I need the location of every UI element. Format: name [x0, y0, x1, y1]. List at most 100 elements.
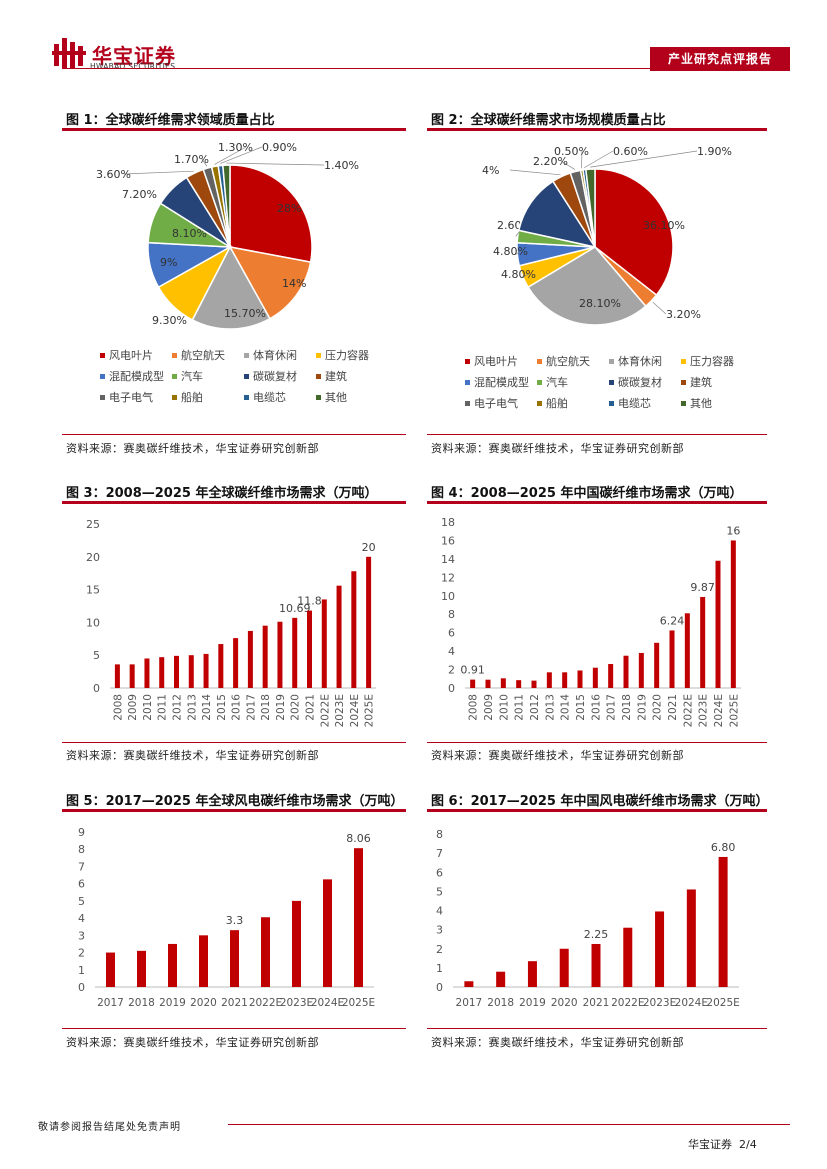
x-tick-label: 2021: [305, 694, 317, 721]
pie-data-label: 1.70%: [174, 153, 209, 166]
legend-swatch: [100, 395, 105, 400]
pie-data-label: 0.50%: [554, 145, 589, 158]
pie-data-label: 14%: [282, 277, 306, 290]
pie-data-label: 9.30%: [152, 314, 187, 327]
x-tick-label: 2008: [112, 694, 124, 721]
y-tick-label: 2: [448, 664, 455, 677]
leader-line: [590, 150, 698, 168]
divider: [62, 501, 406, 504]
bar: [159, 657, 165, 688]
footer-disclaimer: 敬请参阅报告结尾处免责声明: [38, 1122, 181, 1133]
pie-data-label: 1.30%: [218, 141, 253, 154]
source-note: 资料来源：赛奥碳纤维技术，华宝证券研究创新部: [431, 1036, 684, 1049]
divider: [62, 1028, 406, 1029]
y-tick-label: 20: [86, 551, 100, 564]
x-tick-label: 2023E: [698, 694, 710, 727]
pie-data-label: 4.80%: [501, 268, 536, 281]
x-tick-label: 2022E: [319, 694, 331, 727]
y-tick-label: 4: [78, 912, 85, 925]
legend-label: 压力容器: [325, 348, 369, 362]
legend-label: 碳碳复材: [253, 369, 297, 383]
pie-slice: [191, 245, 271, 330]
bar: [351, 571, 357, 688]
pie-data-label: 4.80%: [493, 245, 528, 258]
pie-data-label: 1.90%: [697, 145, 732, 158]
bar-data-label: 20: [362, 541, 376, 554]
legend-label: 航空航天: [181, 348, 225, 362]
x-tick-label: 2022E: [249, 997, 282, 1009]
x-tick-label: 2023E: [280, 997, 313, 1009]
x-tick-label: 2012: [172, 694, 184, 721]
x-tick-label: 2024E: [713, 694, 725, 727]
legend-swatch: [100, 374, 105, 379]
legend-label: 船舶: [546, 396, 568, 410]
pie-slice: [229, 164, 313, 263]
bar: [669, 630, 675, 688]
bar: [188, 655, 194, 688]
pie-slice: [221, 164, 231, 248]
legend-label: 混配模成型: [109, 369, 164, 383]
pie-data-label: 2.20%: [533, 155, 568, 168]
y-tick-label: 4: [436, 905, 443, 918]
x-tick-label: 2013: [544, 694, 556, 721]
pie-data-label: 4%: [482, 164, 499, 177]
bar: [174, 655, 179, 688]
x-tick-label: 2025E: [364, 694, 376, 727]
legend-label: 体育休闲: [618, 354, 662, 368]
leader-line: [581, 150, 583, 169]
bar: [608, 664, 614, 688]
fig6-title: 图 6：2017—2025 年中国风电碳纤维市场需求（万吨）: [431, 794, 769, 809]
bar: [106, 952, 115, 987]
divider: [62, 128, 406, 131]
x-tick-label: 2015: [575, 694, 587, 721]
legend-swatch: [244, 374, 249, 379]
y-tick-label: 7: [436, 847, 443, 860]
bar: [591, 943, 601, 987]
divider: [427, 501, 767, 504]
x-tick-label: 2008: [468, 694, 480, 721]
pie-slice: [585, 168, 596, 248]
pie-data-label: 36.10%: [643, 219, 685, 232]
divider: [427, 434, 767, 435]
bar: [230, 930, 239, 987]
legend-swatch: [100, 353, 105, 358]
x-tick-label: 2021: [667, 694, 679, 721]
bar: [527, 961, 537, 987]
x-tick-label: 2025E: [342, 997, 375, 1009]
pie-data-label: 1.40%: [324, 159, 359, 172]
y-tick-label: 0: [448, 682, 455, 695]
source-note: 资料来源：赛奥碳纤维技术，华宝证券研究创新部: [66, 1036, 319, 1049]
x-tick-label: 2014: [201, 694, 213, 721]
leader-line: [560, 160, 576, 170]
y-tick-label: 8: [448, 608, 455, 621]
y-tick-label: 10: [441, 590, 455, 603]
x-tick-label: 2017: [97, 997, 124, 1009]
bar-data-label: 9.87: [690, 581, 715, 594]
x-tick-label: 2020: [190, 997, 217, 1009]
legend-label: 建筑: [325, 369, 347, 383]
bar-data-label: 0.91: [460, 664, 485, 677]
divider: [427, 1028, 767, 1029]
legend-swatch: [316, 374, 321, 379]
bar: [366, 556, 372, 688]
bar: [684, 613, 690, 688]
x-tick-label: 2012: [529, 694, 541, 721]
leader-line: [220, 146, 263, 164]
legend-swatch: [681, 401, 686, 406]
y-tick-label: 2: [436, 943, 443, 956]
pie-slice: [517, 180, 597, 249]
bar: [321, 599, 327, 688]
bar-data-label: 16: [726, 524, 740, 537]
x-tick-label: 2018: [128, 997, 155, 1009]
legend-label: 汽车: [546, 375, 568, 389]
legend-swatch: [244, 395, 249, 400]
bar: [261, 917, 270, 987]
x-tick-label: 2009: [483, 694, 495, 721]
y-tick-label: 0: [78, 981, 85, 994]
bar: [233, 638, 239, 688]
x-tick-label: 2024E: [311, 997, 344, 1009]
bar: [516, 680, 522, 688]
